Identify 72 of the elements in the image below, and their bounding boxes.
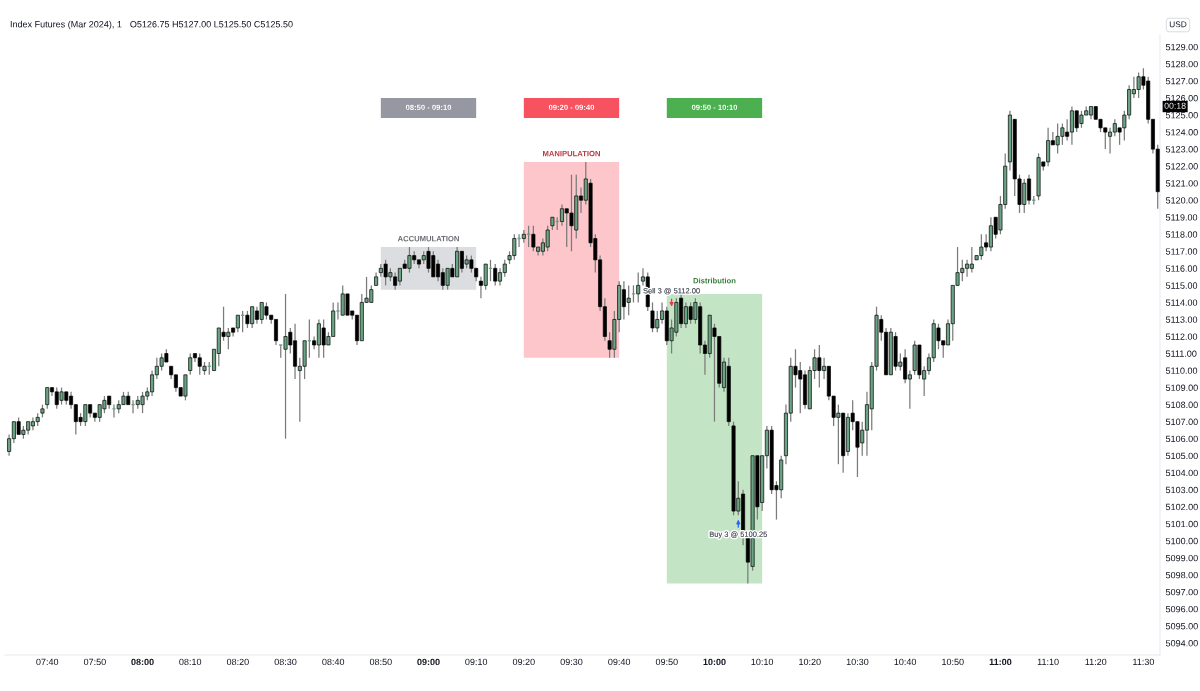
annotation: 00:18 — [1164, 102, 1186, 109]
x-tick-label: 10:50 — [942, 658, 964, 666]
y-tick-label: 5103.00 — [1165, 486, 1198, 494]
y-tick-label: 5129.00 — [1165, 43, 1198, 51]
candlestick — [545, 225, 550, 252]
y-tick-label: 5100.00 — [1165, 537, 1198, 545]
x-tick-label: 09:00 — [417, 658, 440, 666]
candlestick — [188, 352, 193, 376]
x-tick-label: 10:10 — [751, 658, 774, 666]
x-tick-label: 11:00 — [989, 658, 1012, 666]
x-tick-label: 08:00 — [131, 658, 154, 666]
x-tick-label: 10:20 — [799, 658, 821, 666]
chart-title: Index Futures (Mar 2024), 1 — [10, 20, 122, 30]
y-tick-label: 5097.00 — [1165, 588, 1198, 596]
y-tick-label: 5114.00 — [1165, 299, 1198, 306]
x-tick-label: 08:50 — [369, 658, 392, 666]
y-tick-label: 5098.00 — [1165, 571, 1198, 579]
x-tick-label: 10:00 — [703, 658, 726, 666]
y-tick-label: 5094.00 — [1165, 640, 1198, 647]
y-tick-label: 5121.00 — [1165, 180, 1198, 187]
x-tick-label: 11:30 — [1133, 658, 1155, 666]
text: USD — [1169, 21, 1187, 28]
y-tick-label: 5109.00 — [1165, 384, 1198, 391]
x-tick-label: 11:20 — [1085, 658, 1107, 666]
candlestick — [493, 263, 498, 287]
y-tick-label: 5128.00 — [1165, 60, 1198, 68]
x-tick-label: 08:30 — [274, 658, 297, 666]
y-tick-label: 5112.00 — [1165, 333, 1198, 340]
y-tick-label: 5105.00 — [1165, 452, 1198, 460]
y-tick-label: 5113.00 — [1165, 316, 1198, 323]
y-tick-label: 5120.00 — [1165, 197, 1198, 204]
y-tick-label: 5096.00 — [1165, 605, 1198, 613]
x-tick-label: 11:10 — [1037, 658, 1059, 666]
y-tick-label: 5127.00 — [1165, 77, 1198, 85]
x-tick-label: 09:40 — [608, 658, 631, 666]
y-tick-label: 5115.00 — [1165, 282, 1198, 289]
y-tick-label: 5101.00 — [1165, 520, 1198, 528]
candlestick — [636, 271, 641, 304]
y-tick-label: 5104.00 — [1165, 469, 1198, 477]
y-tick-label: 5111.00 — [1165, 350, 1197, 357]
x-tick-label: 08:20 — [226, 658, 249, 666]
y-tick-label: 5124.00 — [1165, 129, 1198, 136]
x-tick-label: 10:40 — [894, 658, 917, 666]
y-tick-label: 5108.00 — [1165, 401, 1198, 408]
y-tick-label: 5117.00 — [1165, 248, 1198, 255]
x-tick-label: 09:10 — [465, 658, 488, 666]
y-tick-label: 5106.00 — [1165, 435, 1198, 443]
candlestick — [531, 225, 536, 252]
chart-subtitle: O5126.75 H5127.00 L5125.50 C5125.50 — [130, 21, 293, 28]
candlestick — [45, 386, 50, 410]
x-tick-label: 09:50 — [655, 658, 678, 666]
x-tick-label: 09:30 — [560, 658, 583, 666]
x-tick-label: 08:10 — [179, 658, 202, 666]
y-tick-label: 5123.00 — [1165, 146, 1198, 153]
y-tick-label: 5122.00 — [1165, 163, 1198, 170]
candlestick — [969, 246, 974, 274]
x-tick-label: 07:50 — [83, 658, 106, 666]
y-tick-label: 5118.00 — [1165, 231, 1198, 238]
y-tick-label: 5119.00 — [1165, 214, 1198, 221]
y-tick-label: 5126.00 — [1165, 94, 1198, 102]
candlestick — [626, 284, 631, 316]
y-tick-label: 5107.00 — [1165, 418, 1198, 426]
y-tick-label: 5099.00 — [1165, 554, 1198, 562]
y-tick-label: 5095.00 — [1165, 623, 1198, 630]
y-tick-label: 5102.00 — [1165, 503, 1198, 511]
x-tick-label: 09:20 — [512, 658, 535, 666]
x-tick-label: 08:40 — [322, 658, 345, 666]
x-tick-label: 07:40 — [36, 658, 59, 666]
x-tick-label: 10:30 — [846, 658, 869, 666]
y-tick-label: 5116.00 — [1165, 265, 1198, 272]
y-tick-label: 5125.00 — [1165, 112, 1198, 119]
y-tick-label: 5110.00 — [1165, 367, 1198, 374]
